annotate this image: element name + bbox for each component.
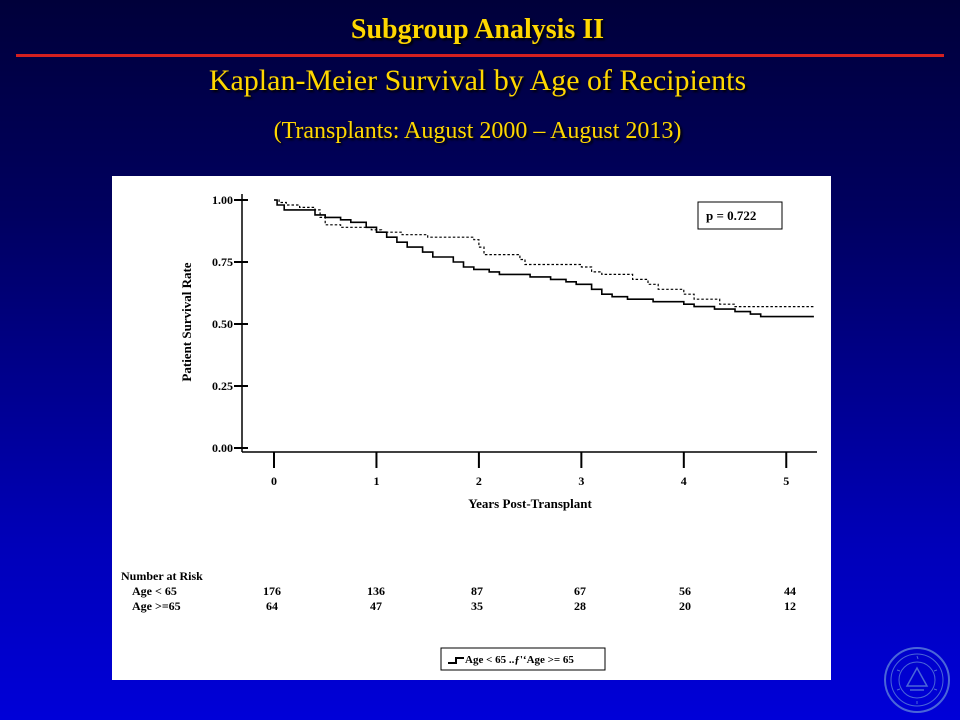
survival-curve-under-65 [274, 199, 814, 318]
y-axis-ticks: 0.00 0.25 0.50 0.75 1.00 [212, 193, 248, 455]
title-divider [16, 54, 944, 57]
x-tick-label: 3 [578, 474, 584, 488]
y-tick-label: 1.00 [212, 193, 233, 207]
slide-subtitle: Kaplan-Meier Survival by Age of Recipien… [208, 64, 747, 97]
risk-table-cell: 12 [784, 599, 796, 613]
risk-table-cell: 28 [574, 599, 586, 613]
risk-table-cell: 67 [574, 584, 586, 598]
p-value-box [697, 201, 783, 230]
risk-table-cell: 87 [471, 584, 483, 598]
chart-axes [241, 194, 817, 453]
risk-table-cell: 56 [679, 584, 691, 598]
y-tick-label: 0.00 [212, 441, 233, 455]
risk-table-cell: 176 [263, 584, 281, 598]
risk-table-cell: 64 [266, 599, 278, 613]
x-tick-label: 2 [476, 474, 482, 488]
risk-table-cell: 35 [471, 599, 483, 613]
risk-table-cell: 136 [367, 584, 385, 598]
y-tick-label: 0.25 [212, 379, 233, 393]
y-tick-label: 0.50 [212, 317, 233, 331]
y-axis-label: Patient Survival Rate [179, 262, 194, 381]
survival-curves [274, 199, 814, 318]
risk-table-cell: 20 [679, 599, 691, 613]
survival-curve-65-plus [274, 199, 814, 308]
x-tick-label: 5 [783, 474, 789, 488]
x-tick-label: 0 [271, 474, 277, 488]
legend-box [440, 647, 606, 671]
legend-text: Age < 65 ..ƒ'‘Age >= 65 [465, 654, 574, 666]
risk-row-label-65-plus: Age >=65 [132, 599, 181, 613]
x-tick-label: 4 [681, 474, 687, 488]
x-tick-label: 1 [373, 474, 379, 488]
x-axis-label: Years Post-Transplant [468, 496, 592, 511]
legend-solid-line-symbol [448, 657, 464, 664]
slide-date-range: (Transplants: August 2000 – August 2013) [273, 118, 682, 144]
risk-row-label-under-65: Age < 65 [132, 584, 177, 598]
university-seal-icon [884, 647, 950, 713]
risk-table-heading: Number at Risk [121, 569, 203, 583]
y-tick-label: 0.75 [212, 255, 233, 269]
slide-title: Subgroup Analysis II [350, 14, 605, 45]
risk-table-cell: 44 [784, 584, 796, 598]
risk-table-cell: 47 [370, 599, 382, 613]
p-value-annotation: p = 0.722 [706, 208, 756, 223]
chart-legend: Age < 65 ..ƒ'‘Age >= 65 [440, 647, 606, 671]
x-axis-ticks: 0 1 2 3 4 5 [271, 452, 789, 488]
risk-values: 176 136 87 67 56 44 64 47 35 28 20 12 [263, 584, 796, 613]
risk-table: Number at Risk Age < 65 Age >=65 176 136 8… [121, 569, 796, 613]
